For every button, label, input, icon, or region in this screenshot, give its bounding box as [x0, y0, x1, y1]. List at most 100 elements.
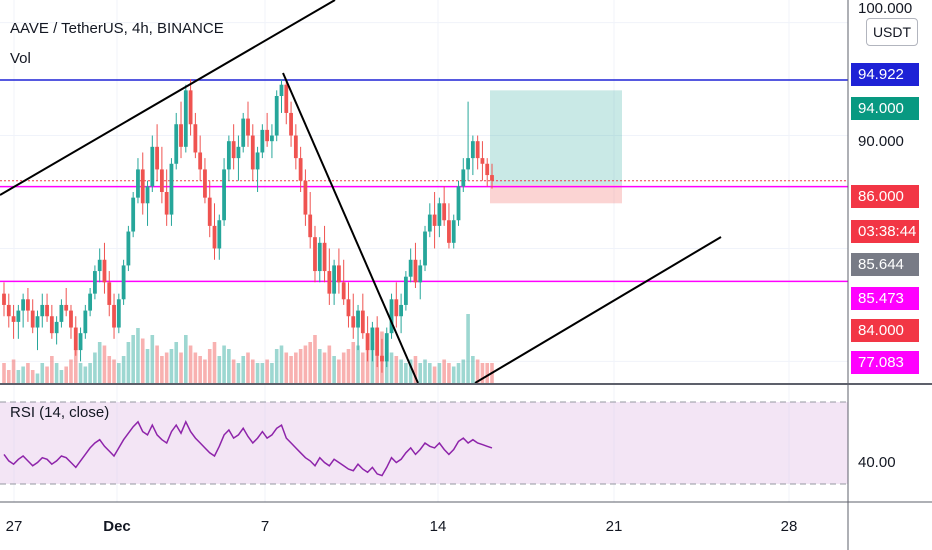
volume-bar	[480, 363, 485, 384]
volume-bar	[40, 363, 45, 384]
volume-bar	[337, 359, 341, 384]
volume-bar	[475, 359, 480, 384]
volume-bar	[184, 335, 188, 384]
candle-body	[250, 135, 255, 170]
volume-bar	[155, 345, 159, 384]
time-tick-dec: Dec	[103, 518, 131, 535]
volume-bar	[26, 363, 30, 384]
candle-body	[212, 225, 217, 249]
volume-bar	[136, 328, 140, 384]
candle-body	[380, 355, 384, 362]
volume-bar	[394, 356, 399, 384]
candle-body	[40, 304, 45, 317]
candle-body	[11, 316, 16, 322]
candle-body	[155, 146, 159, 170]
candle-body	[183, 90, 188, 147]
time-tick-14: 14	[429, 518, 447, 535]
volume-bar	[294, 352, 298, 384]
volume-bar	[361, 352, 365, 384]
volume-bar	[227, 349, 231, 384]
volume-bar	[332, 356, 336, 384]
candle-body	[485, 163, 490, 176]
volume-bar	[203, 359, 207, 384]
volume-bar	[418, 363, 423, 384]
volume-bar	[174, 342, 179, 384]
candle-body	[203, 169, 207, 198]
candle-body	[30, 310, 35, 328]
badge-take-profit-price: 94.000	[851, 97, 919, 120]
candle-body	[470, 141, 475, 159]
volume-bar	[466, 314, 470, 384]
volume-bar	[231, 359, 236, 384]
candle-body	[150, 146, 155, 187]
trendline-falling[interactable]	[282, 72, 419, 384]
candle-body	[97, 259, 102, 272]
volume-bar	[404, 363, 408, 384]
candle-body	[207, 197, 212, 226]
candle-body	[45, 304, 49, 317]
candle-body	[198, 152, 203, 170]
candle-body	[231, 141, 236, 159]
volume-bar	[179, 352, 183, 384]
volume-bar	[442, 359, 446, 384]
volume-bar	[212, 342, 217, 384]
candle-body	[179, 124, 183, 147]
trendline-rising[interactable]	[474, 236, 722, 384]
candle-body	[16, 310, 21, 322]
volume-bar	[265, 359, 269, 384]
volume-bar	[50, 356, 54, 384]
candle-body	[145, 186, 150, 204]
candle-body	[332, 265, 337, 294]
volume-bar	[150, 335, 155, 384]
volume-bar	[389, 352, 394, 384]
volume-bar	[16, 370, 21, 384]
candle-body	[246, 118, 250, 136]
candle-body	[423, 231, 427, 266]
volume-bar	[270, 363, 274, 384]
symbol-legend[interactable]: AAVE / TetherUS, 4h, BINANCE	[10, 20, 224, 37]
volume-bar	[303, 345, 308, 384]
volume-bar	[260, 363, 265, 384]
candle-body	[140, 169, 145, 204]
candle-body	[164, 192, 169, 215]
volume-legend[interactable]: Vol	[10, 50, 31, 67]
candle-body	[490, 175, 494, 181]
candle-body	[356, 310, 360, 328]
candle-body	[107, 282, 112, 305]
candle-body	[274, 96, 279, 136]
volume-bar	[308, 342, 312, 384]
candlesticks	[2, 79, 494, 373]
candle-body	[102, 259, 107, 283]
trendline-upper-left[interactable]	[0, 0, 336, 196]
candle-body	[480, 158, 485, 164]
volume-bar	[145, 349, 150, 384]
rsi-band	[0, 402, 848, 484]
take-profit-zone[interactable]	[490, 90, 622, 185]
volume-bar	[207, 349, 212, 384]
candle-body	[126, 231, 131, 266]
candle-body	[255, 152, 260, 170]
candle-body	[403, 276, 408, 305]
volume-bar	[317, 349, 322, 384]
volume-bar	[370, 342, 375, 384]
rsi-legend[interactable]: RSI (14, close)	[10, 404, 110, 421]
volume-bar	[428, 363, 432, 384]
time-tick-27: 27	[5, 518, 23, 535]
candle-body	[174, 124, 179, 164]
candle-body	[351, 316, 356, 328]
volume-bar	[408, 359, 413, 384]
currency-button[interactable]: USDT	[866, 18, 918, 46]
badge-support-price: 85.473	[851, 287, 919, 310]
candle-body	[121, 265, 126, 300]
candle-body	[116, 299, 121, 328]
price-tick-90: 90.000	[858, 133, 904, 150]
volume-bar	[2, 363, 6, 384]
candle-body	[327, 271, 332, 294]
stop-loss-zone[interactable]	[490, 184, 622, 204]
volume-bar	[255, 363, 260, 384]
candle-body	[461, 169, 466, 187]
candle-body	[384, 333, 389, 362]
candle-body	[131, 197, 136, 232]
candle-body	[289, 112, 293, 136]
